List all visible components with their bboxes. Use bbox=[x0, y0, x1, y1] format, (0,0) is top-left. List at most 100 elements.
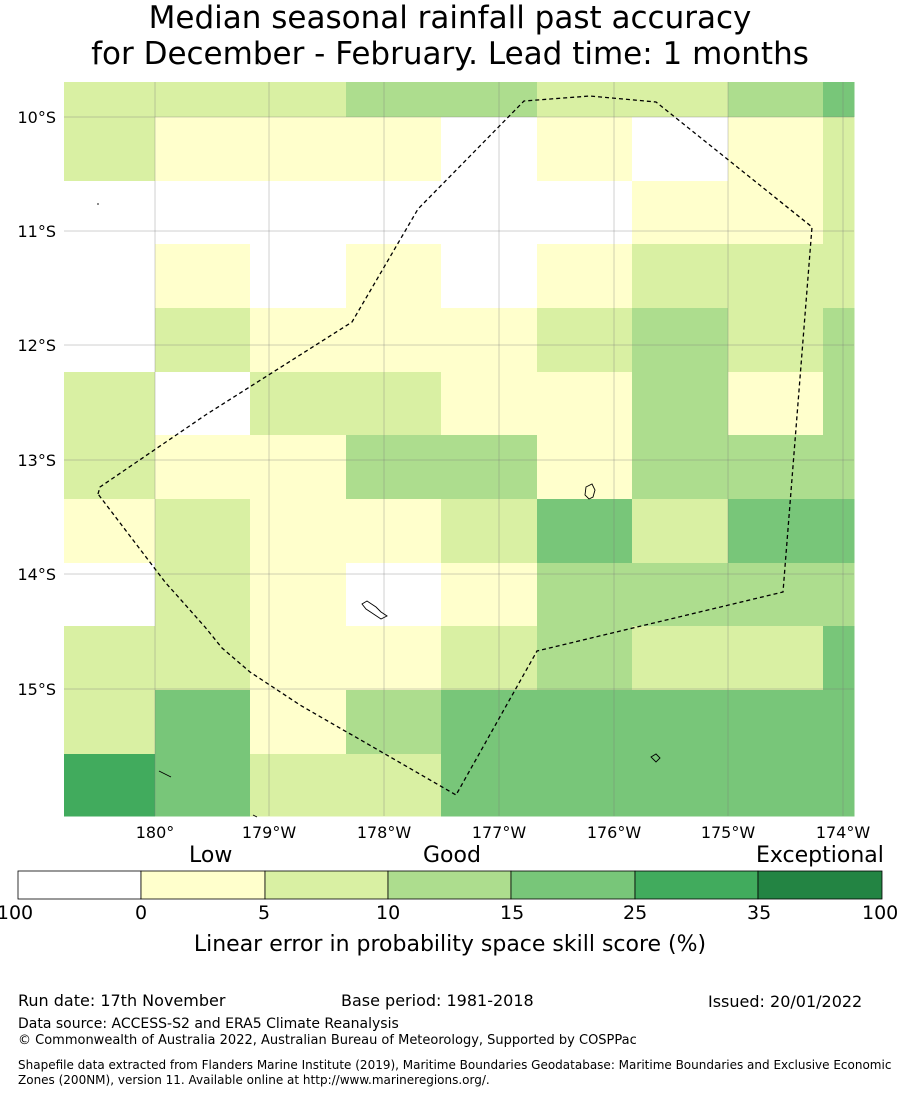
skill-cell bbox=[823, 626, 855, 691]
skill-cell bbox=[823, 435, 855, 500]
skill-cell bbox=[823, 563, 855, 627]
skill-cell bbox=[64, 499, 156, 564]
longitude-labels: 180° 179°W 178°W 177°W 176°W 175°W 174°W bbox=[136, 823, 871, 842]
skill-cell bbox=[537, 626, 633, 691]
skill-cell bbox=[632, 435, 729, 500]
skill-cell bbox=[728, 563, 824, 627]
skill-cell bbox=[346, 754, 442, 817]
colorbar-category-good: Good bbox=[423, 843, 481, 868]
skill-cell bbox=[823, 690, 855, 755]
skill-cell bbox=[250, 499, 347, 564]
skill-cell bbox=[346, 244, 442, 309]
skill-cell bbox=[728, 244, 824, 309]
skill-cell bbox=[632, 690, 729, 755]
skill-cell bbox=[64, 435, 156, 500]
island-outline bbox=[361, 600, 388, 620]
island-outline bbox=[584, 483, 596, 500]
skill-cell bbox=[155, 117, 251, 182]
skill-cell bbox=[537, 435, 633, 500]
skill-cell bbox=[728, 626, 824, 691]
issued-date: Issued: 20/01/2022 bbox=[708, 992, 863, 1011]
latitude-label: 12°S bbox=[17, 336, 56, 355]
map-gridlines bbox=[64, 82, 854, 816]
skill-cell bbox=[632, 308, 729, 373]
skill-cell bbox=[155, 372, 251, 436]
skill-cell bbox=[441, 690, 538, 755]
latitude-label: 10°S bbox=[17, 108, 56, 127]
skill-cell bbox=[728, 690, 824, 755]
skill-cell bbox=[346, 117, 442, 182]
skill-cell bbox=[64, 690, 156, 755]
longitude-label: 180° bbox=[136, 823, 175, 842]
skill-cell bbox=[155, 308, 251, 373]
map-title-line-2: for December - February. Lead time: 1 mo… bbox=[91, 36, 809, 72]
skill-cell bbox=[632, 499, 729, 564]
skill-cell bbox=[441, 244, 538, 309]
skill-cell bbox=[441, 372, 538, 436]
skill-cell bbox=[155, 563, 251, 627]
skill-cell bbox=[250, 244, 347, 309]
skill-cell bbox=[823, 499, 855, 564]
skill-cell bbox=[823, 82, 855, 118]
colorbar bbox=[17, 870, 883, 900]
skill-cell bbox=[250, 690, 347, 755]
skill-cell bbox=[346, 372, 442, 436]
island-outline bbox=[252, 814, 258, 818]
colorbar-swatch bbox=[510, 870, 636, 900]
skill-cell bbox=[250, 563, 347, 627]
skill-cell bbox=[64, 244, 156, 309]
skill-cell bbox=[632, 754, 729, 817]
latitude-label: 14°S bbox=[17, 565, 56, 584]
longitude-label: 176°W bbox=[587, 823, 642, 842]
skill-cell bbox=[537, 499, 633, 564]
skill-cell bbox=[155, 626, 251, 691]
skill-cell bbox=[250, 82, 347, 118]
colorbar-category-low: Low bbox=[189, 843, 233, 868]
skill-cell bbox=[64, 82, 156, 118]
latitude-label: 11°S bbox=[17, 222, 56, 241]
skill-cell bbox=[537, 372, 633, 436]
copyright-notice: © Commonwealth of Australia 2022, Austra… bbox=[18, 1033, 637, 1048]
skill-cell bbox=[441, 117, 538, 182]
island-outline bbox=[650, 753, 661, 763]
colorbar-tick: 0 bbox=[135, 902, 148, 924]
skill-cell bbox=[64, 563, 156, 627]
colorbar-tick: 15 bbox=[500, 902, 525, 924]
map-title-line-1: Median seasonal rainfall past accuracy bbox=[148, 0, 752, 36]
colorbar-swatch bbox=[634, 870, 759, 900]
skill-cell bbox=[537, 308, 633, 373]
colorbar-tick: 5 bbox=[258, 902, 271, 924]
skill-cell bbox=[346, 435, 442, 500]
colorbar-swatch bbox=[264, 870, 389, 900]
skill-cell bbox=[250, 308, 347, 373]
skill-cell bbox=[441, 181, 538, 245]
skill-cell bbox=[155, 181, 251, 245]
colorbar-tick: 35 bbox=[747, 902, 772, 924]
skill-cell bbox=[346, 82, 442, 118]
skill-cell bbox=[346, 499, 442, 564]
skill-cell bbox=[537, 82, 633, 118]
skill-cell bbox=[155, 244, 251, 309]
colorbar-tick: 10 bbox=[376, 902, 401, 924]
shapefile-credit: Shapefile data extracted from Flanders M… bbox=[18, 1058, 892, 1087]
skill-cell bbox=[632, 626, 729, 691]
skill-cell bbox=[346, 181, 442, 245]
latitude-label: 13°S bbox=[17, 451, 56, 470]
skill-cell bbox=[823, 181, 855, 245]
skill-cell bbox=[250, 181, 347, 245]
skill-cell bbox=[441, 308, 538, 373]
skill-cell bbox=[64, 626, 156, 691]
skill-cell bbox=[728, 117, 824, 182]
skill-cell bbox=[155, 754, 251, 817]
skill-cell bbox=[441, 754, 538, 817]
colorbar-swatch bbox=[17, 870, 142, 900]
colorbar-swatch bbox=[387, 870, 512, 900]
longitude-label: 175°W bbox=[701, 823, 756, 842]
skill-cell bbox=[632, 117, 729, 182]
skill-cell bbox=[728, 308, 824, 373]
skill-cell bbox=[441, 499, 538, 564]
skill-cell bbox=[632, 82, 729, 118]
skill-cell bbox=[728, 181, 824, 245]
longitude-label: 177°W bbox=[472, 823, 527, 842]
skill-cell bbox=[64, 372, 156, 436]
